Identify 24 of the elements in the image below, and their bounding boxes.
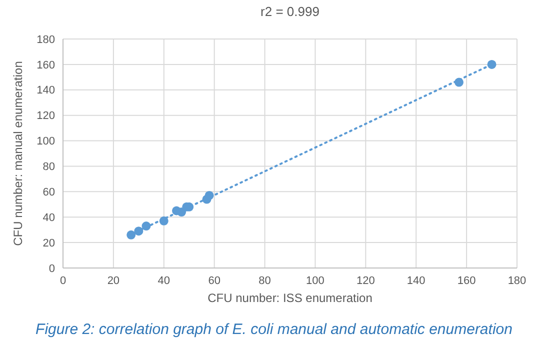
y-tick-label: 140 xyxy=(36,84,55,97)
y-tick-label: 120 xyxy=(36,110,55,122)
y-tick-label: 40 xyxy=(42,212,55,224)
x-tick-label: 60 xyxy=(208,275,220,287)
caption: Figure 2: correlation graph of E. coli manual and automatic enumeration xyxy=(36,321,512,338)
y-tick-label: 0 xyxy=(48,262,55,275)
x-tick-label: 80 xyxy=(258,275,271,287)
y-tick-label: 100 xyxy=(36,136,55,148)
x-axis-title: CFU number: ISS enumeration xyxy=(208,291,372,305)
x-tick-label: 40 xyxy=(158,275,170,287)
y-tick-label: 160 xyxy=(36,59,55,72)
y-tick-label: 80 xyxy=(42,161,55,174)
y-tick-label: 20 xyxy=(42,237,55,250)
x-tick-label: 20 xyxy=(107,275,120,287)
y-tick-label: 60 xyxy=(42,186,55,199)
x-tick-label: 140 xyxy=(406,275,426,287)
chart-title: r2 = 0.999 xyxy=(260,4,320,19)
x-tick-label: 160 xyxy=(457,275,476,287)
y-axis-title: CFU number: manual enumeration xyxy=(11,61,25,246)
x-tick-label: 100 xyxy=(306,275,324,287)
x-tick-label: 120 xyxy=(356,275,375,287)
x-tick-label: 180 xyxy=(508,275,526,287)
y-tick-label: 180 xyxy=(36,34,55,46)
x-tick-label: 0 xyxy=(60,275,66,287)
